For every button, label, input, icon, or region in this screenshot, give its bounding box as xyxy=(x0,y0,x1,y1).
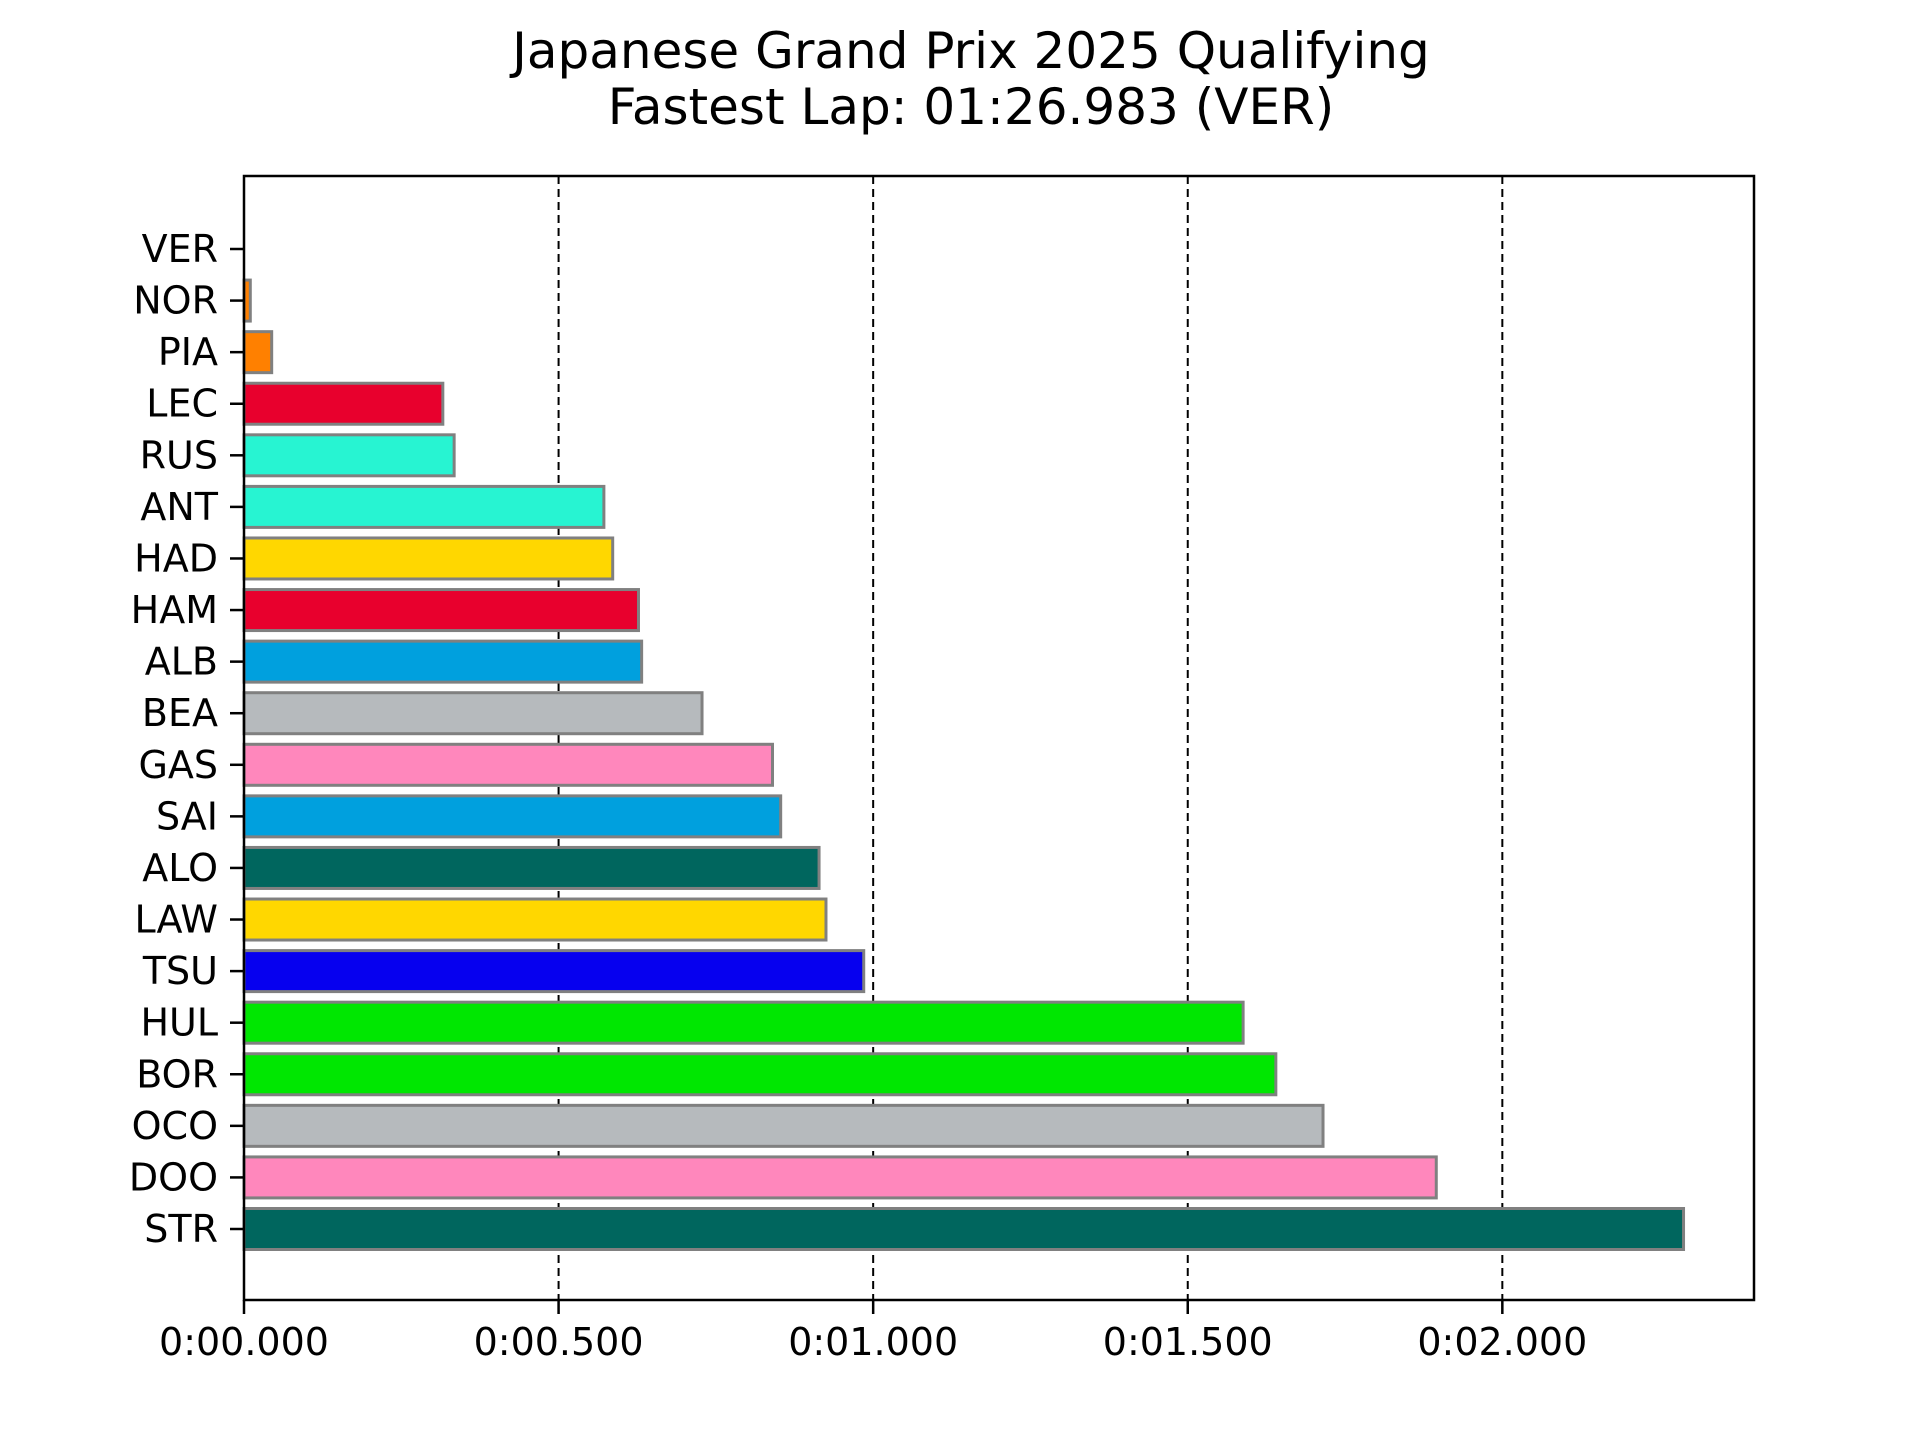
x-axis: 0:00.000 0:00.500 0:01.000 0:01.500 0:02.000 xyxy=(159,1300,1587,1364)
bar-pia xyxy=(242,330,274,375)
x-tick-label-0: 0:00.000 xyxy=(159,1320,329,1364)
y-tick-label-ham: HAM xyxy=(131,588,218,632)
y-axis: VER NOR PIA LEC RUS ANT HAD HAM ALB BEA GAS SAI ALO L… xyxy=(129,227,244,1251)
y-tick-label-alb: ALB xyxy=(145,640,218,684)
bar-ant xyxy=(242,484,606,529)
y-tick-label-law: LAW xyxy=(134,898,218,942)
bar-tsu xyxy=(242,949,866,994)
y-tick-label-tsu: TSU xyxy=(142,949,218,993)
y-tick-label-ant: ANT xyxy=(140,485,218,529)
bar-had xyxy=(242,536,615,581)
x-tick-label-4: 0:02.000 xyxy=(1417,1320,1587,1364)
y-tick-label-str: STR xyxy=(144,1207,218,1251)
y-tick-label-bea: BEA xyxy=(142,691,218,735)
bar-ham xyxy=(242,588,640,633)
y-tick-label-gas: GAS xyxy=(138,743,218,787)
plot-area-frame xyxy=(242,174,1756,1302)
bar-bor xyxy=(242,1052,1278,1097)
y-tick-label-oco: OCO xyxy=(132,1104,218,1148)
bar-alb xyxy=(242,639,644,684)
bars xyxy=(242,278,1686,1251)
y-tick-label-had: HAD xyxy=(134,536,218,580)
bar-bea xyxy=(242,691,704,736)
bar-lec xyxy=(242,381,445,426)
y-tick-label-doo: DOO xyxy=(129,1155,218,1199)
bar-rus xyxy=(242,433,456,478)
bar-gas xyxy=(242,742,774,787)
chart-title: Japanese Grand Prix 2025 Qualifying xyxy=(509,22,1430,80)
y-tick-label-sai: SAI xyxy=(156,794,218,838)
y-tick-label-pia: PIA xyxy=(158,330,218,374)
y-tick-label-ver: VER xyxy=(142,227,218,271)
bar-str xyxy=(242,1207,1686,1251)
y-tick-label-lec: LEC xyxy=(146,382,218,426)
chart-subtitle: Fastest Lap: 01:26.983 (VER) xyxy=(608,78,1335,136)
bar-alo xyxy=(242,845,821,890)
bar-hul xyxy=(242,1000,1245,1045)
y-tick-label-hul: HUL xyxy=(140,1001,218,1045)
x-tick-label-1: 0:00.500 xyxy=(474,1320,644,1364)
bar-doo xyxy=(242,1155,1438,1200)
y-tick-label-nor: NOR xyxy=(133,279,218,323)
x-tick-label-2: 0:01.000 xyxy=(788,1320,958,1364)
y-tick-label-alo: ALO xyxy=(142,846,218,890)
bar-sai xyxy=(242,794,783,839)
x-tick-label-3: 0:01.500 xyxy=(1103,1320,1273,1364)
y-tick-label-rus: RUS xyxy=(140,433,218,477)
y-tick-label-bor: BOR xyxy=(136,1052,218,1096)
bar-law xyxy=(242,897,828,942)
bar-oco xyxy=(242,1103,1325,1148)
